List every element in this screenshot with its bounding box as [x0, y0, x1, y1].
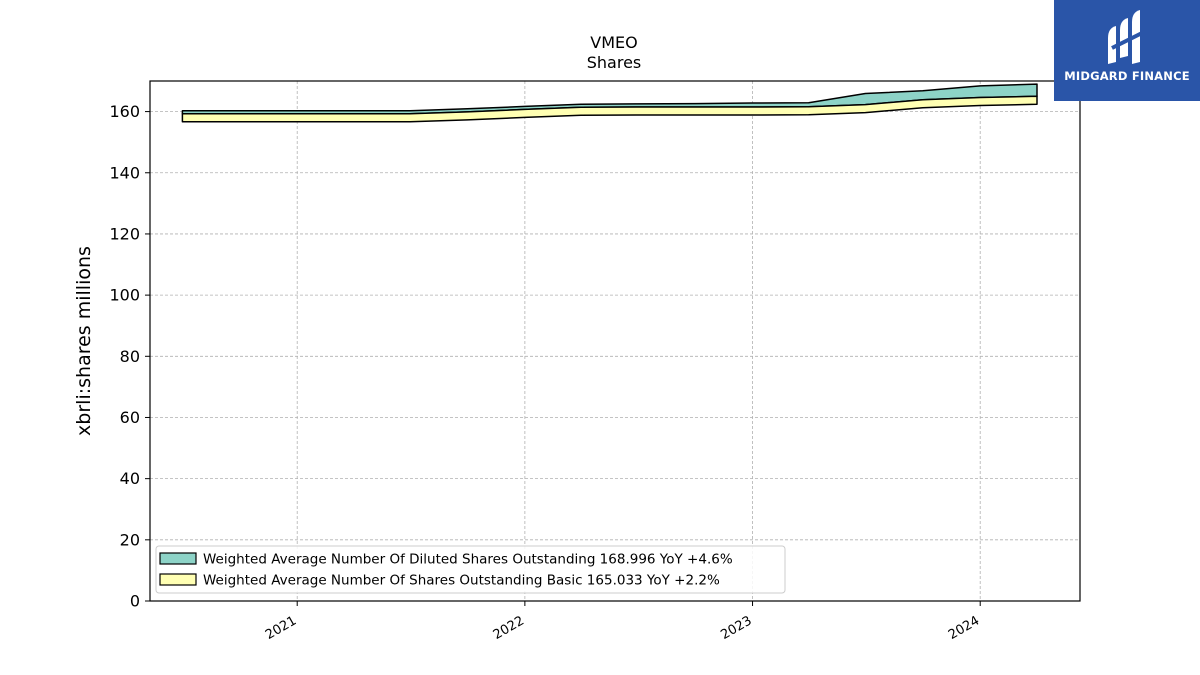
y-tick-label: 140: [109, 163, 140, 182]
series-area-basic: [181, 95, 1038, 123]
y-tick-label: 120: [109, 224, 140, 243]
y-tick-label: 20: [120, 530, 140, 549]
y-tick-label: 60: [120, 408, 140, 427]
x-tick-label: 2023: [718, 613, 754, 643]
y-tick-label: 160: [109, 102, 140, 121]
legend-swatch: [159, 573, 197, 586]
y-tick-label: 100: [109, 286, 140, 305]
y-axis-label: xbrli:shares millions: [73, 246, 95, 436]
legend: Weighted Average Number Of Diluted Share…: [155, 545, 786, 594]
plot-frame: [149, 80, 1081, 602]
y-tick-label: 0: [130, 592, 140, 611]
x-tick-label: 2021: [263, 613, 299, 643]
legend-label: Weighted Average Number Of Diluted Share…: [203, 552, 733, 568]
legend-box: [155, 545, 786, 594]
y-tick-label: 40: [120, 469, 140, 488]
brand-name: MIDGARD FINANCE: [1064, 69, 1190, 83]
legend-swatch: [159, 552, 197, 565]
midgard-logo-icon: [1108, 10, 1145, 64]
x-tick-label: 2024: [946, 613, 982, 643]
brand-logo: MIDGARD FINANCE: [1054, 0, 1200, 101]
y-axis-ticks: 0 20 40 60 80 100 120 140 160: [109, 102, 150, 611]
legend-label: Weighted Average Number Of Shares Outsta…: [203, 573, 720, 589]
chart-title: VMEO: [590, 33, 637, 52]
chart-subtitle: Shares: [587, 53, 642, 72]
x-tick-label: 2022: [491, 613, 527, 643]
grid-lines: [150, 81, 1080, 601]
x-axis-ticks: 2021 2022 2023 2024: [263, 601, 982, 643]
y-tick-label: 80: [120, 347, 140, 366]
series-areas: [181, 83, 1038, 123]
